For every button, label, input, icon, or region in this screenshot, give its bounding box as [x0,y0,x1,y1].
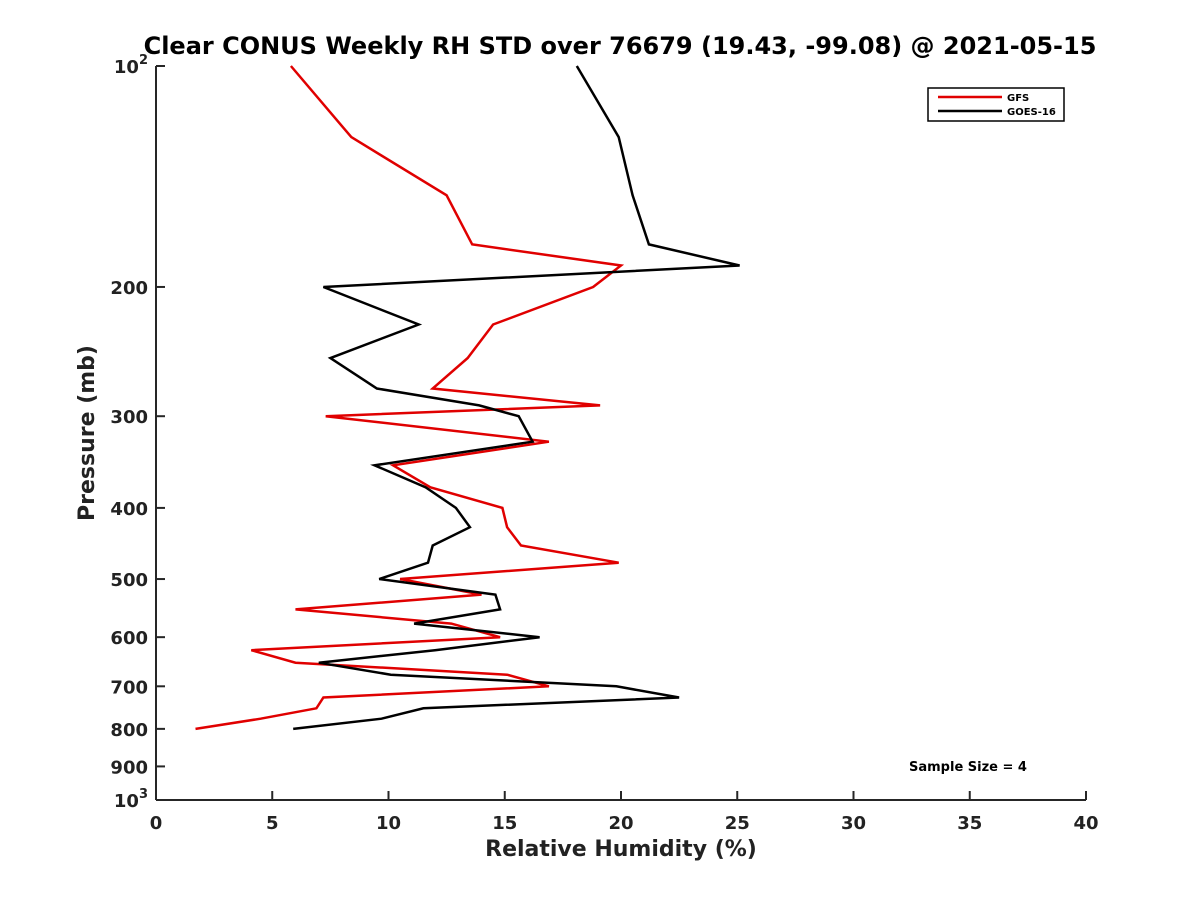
y-tick-label: 700 [110,677,148,698]
y-tick-label: 200 [110,278,148,299]
x-tick-label: 5 [266,813,279,834]
y-tick-label: 800 [110,720,148,741]
x-ticks: 0 5 10 15 20 25 30 35 40 [150,791,1099,834]
x-tick-label: 25 [725,813,750,834]
x-tick-label: 15 [492,813,517,834]
y-axis-label: Pressure (mb) [75,345,100,521]
legend-box [927,87,1065,122]
chart-title: Clear CONUS Weekly RH STD over 76679 (19… [144,32,1097,60]
series-line-goes-16 [293,65,740,731]
y-tick-label: 300 [110,407,148,428]
x-tick-label: 40 [1073,813,1098,834]
legend-label-gfs: GFS [1007,93,1029,104]
sample-size-annotation: Sample Size = 4 [909,760,1027,775]
y-tick-label: 600 [110,628,148,649]
plot-lines [195,65,740,731]
x-axis-label: Relative Humidity (%) [485,837,757,862]
x-tick-label: 10 [376,813,401,834]
x-tick-label: 35 [957,813,982,834]
series-line-gfs [195,65,625,731]
x-tick-label: 30 [841,813,866,834]
x-tick-label: 20 [608,813,633,834]
x-tick-label: 0 [150,813,163,834]
y-tick-label: 102 [114,53,148,78]
y-tick-label: 400 [110,499,148,520]
y-tick-label: 103 [114,787,148,812]
y-ticks: 102 200 300 400 500 600 700 800 900 103 [110,53,165,812]
legend-label-goes-16: GOES-16 [1007,107,1056,118]
y-tick-label: 500 [110,570,148,591]
y-tick-label: 900 [110,757,148,778]
legend: GFS GOES-16 [927,87,1065,122]
